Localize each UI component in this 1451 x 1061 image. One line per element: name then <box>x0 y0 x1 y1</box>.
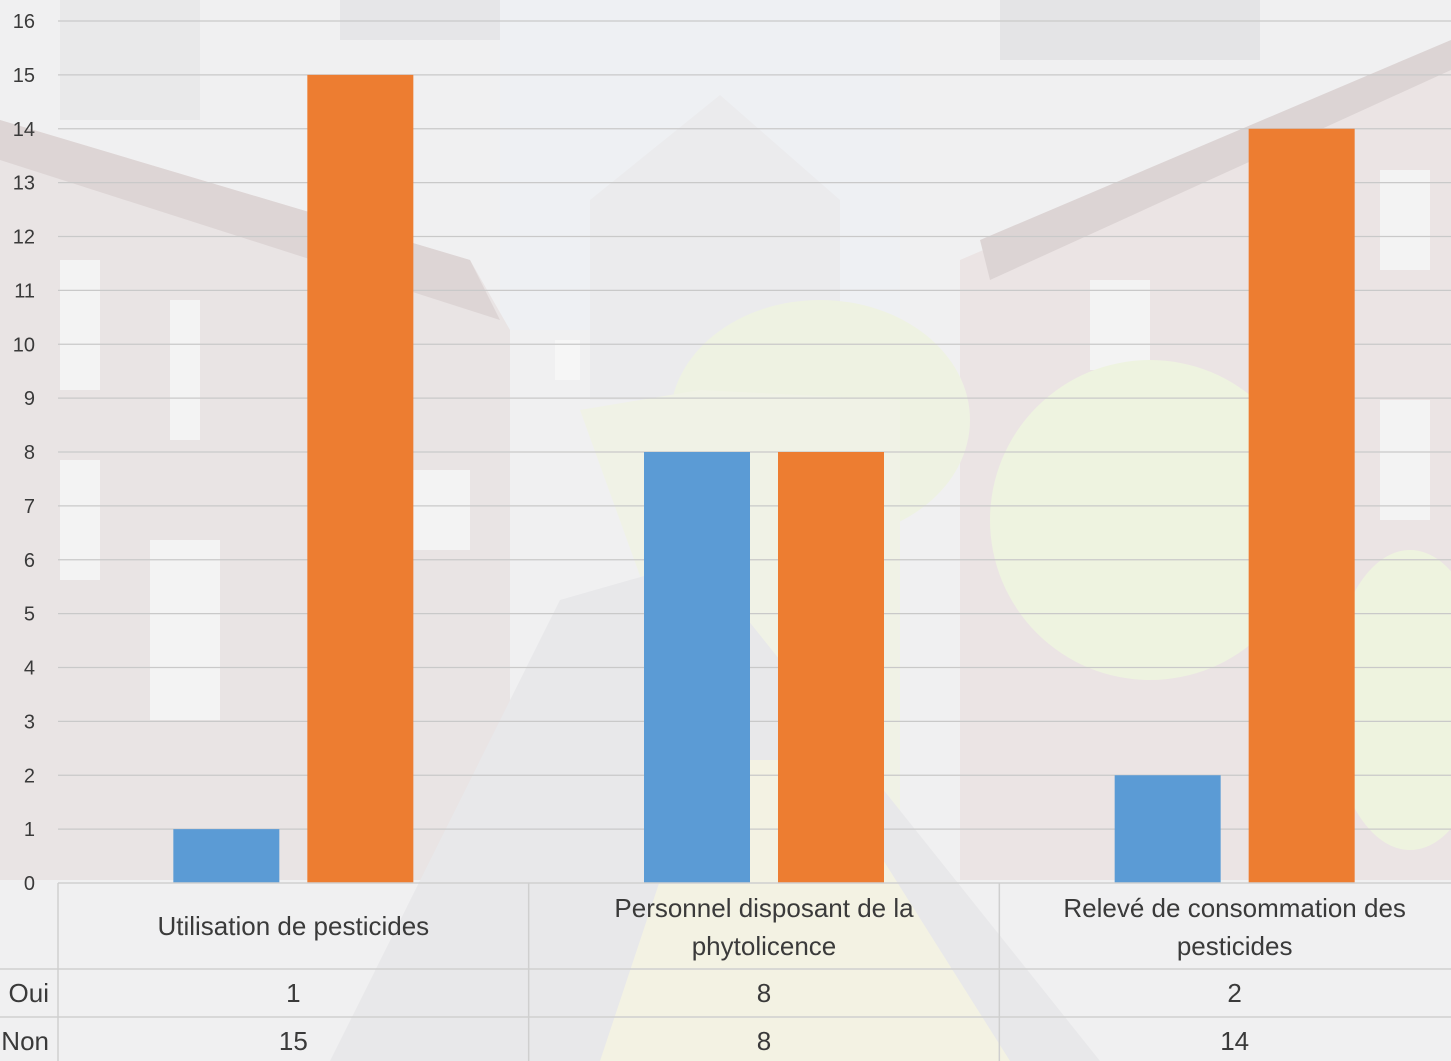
bar-oui <box>1114 775 1221 883</box>
data-table-lines <box>0 882 1451 1061</box>
category-label: Relevé de consommation des <box>1063 893 1406 923</box>
legend-row-label-non: Non <box>1 1026 49 1056</box>
y-tick-label: 14 <box>13 119 35 141</box>
data-table-value: 8 <box>757 978 771 1008</box>
category-label: Utilisation de pesticides <box>157 911 429 941</box>
bar-oui <box>173 829 280 883</box>
gridlines <box>58 20 1451 830</box>
y-tick-label: 4 <box>24 658 35 680</box>
category-label: Personnel disposant de la <box>614 893 914 923</box>
data-table-value: 15 <box>279 1026 308 1056</box>
y-tick-label: 1 <box>24 819 35 841</box>
category-label: phytolicence <box>692 931 837 961</box>
data-table-value: 14 <box>1220 1026 1249 1056</box>
y-tick-label: 7 <box>24 496 35 518</box>
bars <box>173 74 1355 883</box>
bar-oui <box>644 452 750 883</box>
y-tick-label: 12 <box>13 227 35 249</box>
legend-row-label-oui: Oui <box>9 978 49 1008</box>
y-tick-label: 8 <box>24 442 35 464</box>
y-tick-label: 10 <box>13 334 35 356</box>
data-table: Oui 1 8 2 Non 15 8 14 <box>1 978 1249 1056</box>
y-tick-label: 2 <box>24 765 35 787</box>
data-table-value: 1 <box>286 978 300 1008</box>
y-tick-label: 9 <box>24 388 35 410</box>
bar-non <box>1248 128 1355 883</box>
y-tick-label: 15 <box>13 65 35 87</box>
data-table-value: 8 <box>757 1026 771 1056</box>
bar-non <box>778 452 884 883</box>
category-label: pesticides <box>1177 931 1293 961</box>
y-tick-label: 3 <box>24 711 35 733</box>
y-tick-label: 0 <box>24 873 35 895</box>
y-tick-label: 11 <box>14 280 35 302</box>
bar-non <box>307 74 414 883</box>
y-tick-label: 13 <box>13 173 35 195</box>
y-tick-label: 16 <box>13 11 35 33</box>
y-tick-label: 5 <box>24 604 35 626</box>
data-table-value: 2 <box>1227 978 1241 1008</box>
y-tick-label: 6 <box>24 550 35 572</box>
category-labels: Utilisation de pesticides Personnel dispo… <box>157 893 1405 961</box>
